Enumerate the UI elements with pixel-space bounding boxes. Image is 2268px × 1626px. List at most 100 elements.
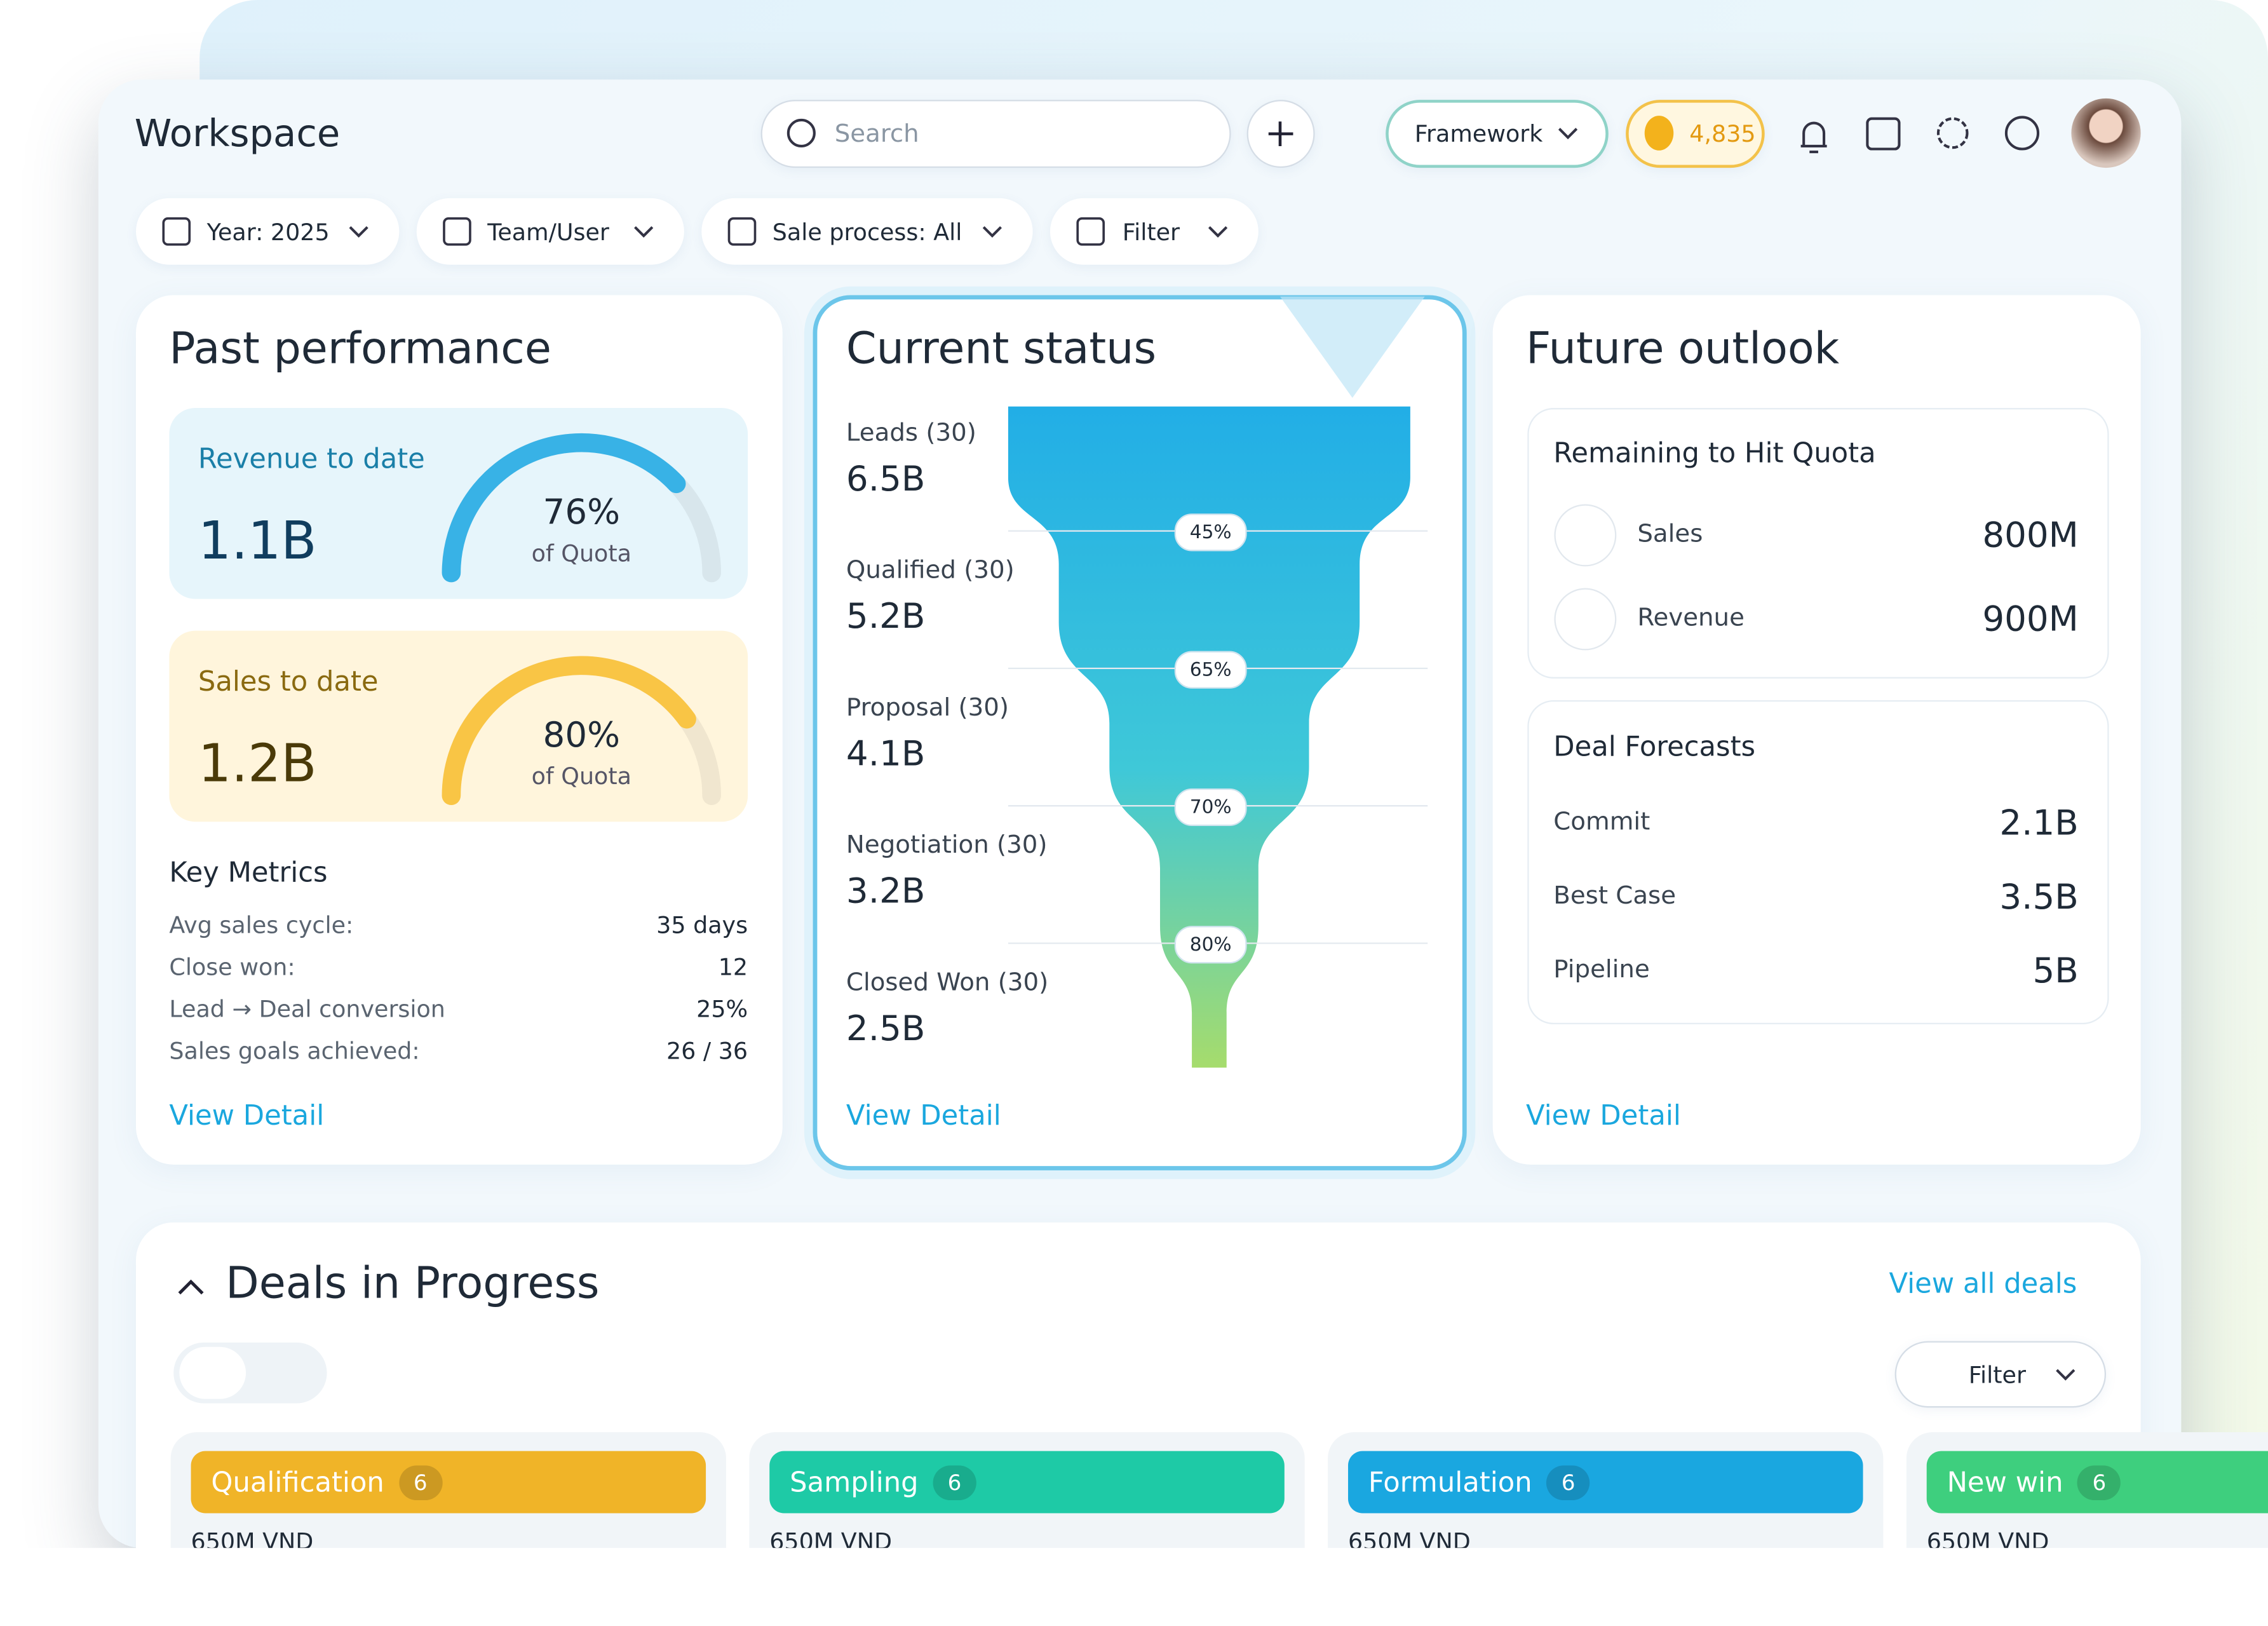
forecast-value: 5B bbox=[2032, 950, 2079, 991]
gauge-label: 76% bbox=[543, 492, 621, 532]
section-title: Deals in Progress bbox=[226, 1258, 600, 1310]
column-count: 6 bbox=[398, 1465, 442, 1500]
help-icon bbox=[2004, 116, 2040, 151]
view-detail-link[interactable]: View Detail bbox=[1526, 1100, 1681, 1132]
quota-value: 800M bbox=[1982, 515, 2079, 556]
metric-label: Sales to date bbox=[198, 666, 379, 698]
filter-label: Filter bbox=[1968, 1360, 2026, 1388]
row-icon bbox=[1554, 504, 1617, 567]
stage-label: Leads (30) bbox=[846, 419, 976, 448]
gauge-caption: of Quota bbox=[531, 762, 631, 790]
quota-name: Revenue bbox=[1637, 604, 1745, 633]
stage-label: Negotiation (30) bbox=[846, 831, 1048, 860]
conversion-badge: 70% bbox=[1174, 788, 1247, 827]
stage-label: Qualified (30) bbox=[846, 556, 1015, 585]
stage-amount: 2.5B bbox=[846, 1008, 926, 1049]
quota-name: Sales bbox=[1637, 520, 1703, 550]
column-header[interactable]: Formulation 6 bbox=[1347, 1451, 1863, 1514]
section-title: Remaining to Hit Quota bbox=[1553, 437, 1876, 470]
chevron bbox=[2056, 1369, 2076, 1381]
metric-value: 25% bbox=[696, 995, 748, 1023]
stage-label: Closed Won (30) bbox=[846, 968, 1049, 998]
bell-icon bbox=[1800, 121, 1827, 154]
panel-bottom-mask bbox=[0, 1548, 2268, 1626]
column-name: Formulation bbox=[1368, 1466, 1532, 1498]
plus-icon bbox=[1268, 121, 1293, 146]
column-name: Qualification bbox=[211, 1466, 384, 1498]
gauge-caption: of Quota bbox=[531, 539, 631, 567]
metric-name: Avg sales cycle: bbox=[169, 911, 354, 939]
framework-label: Framework bbox=[1414, 119, 1543, 148]
column-header[interactable]: Qualification 6 bbox=[191, 1451, 706, 1514]
view-all-link[interactable]: View all deals bbox=[1889, 1268, 2077, 1300]
gauge-label: 80% bbox=[543, 714, 621, 755]
stage-amount: 5.2B bbox=[846, 596, 926, 637]
stage-label: Proposal (30) bbox=[846, 693, 1009, 723]
gauge-track bbox=[442, 433, 721, 583]
page-title: Workspace bbox=[134, 112, 341, 156]
metric-label: Revenue to date bbox=[198, 443, 425, 475]
column-name: Sampling bbox=[790, 1466, 919, 1498]
metric-value: 26 / 36 bbox=[666, 1037, 748, 1065]
funnel-shape bbox=[1008, 406, 1410, 1068]
filter-icon bbox=[727, 217, 757, 246]
row-icon bbox=[1554, 588, 1617, 651]
section-title: Key Metrics bbox=[169, 857, 328, 890]
metric-value: 35 days bbox=[656, 911, 748, 939]
forecast-name: Commit bbox=[1553, 808, 1650, 837]
filter-icon bbox=[162, 217, 191, 246]
metric-name: Sales goals achieved: bbox=[169, 1037, 420, 1065]
chevron bbox=[982, 226, 1002, 238]
chevron bbox=[1208, 226, 1228, 238]
forecast-value: 2.1B bbox=[1999, 803, 2079, 844]
column-count: 6 bbox=[933, 1465, 976, 1500]
conversion-badge: 65% bbox=[1174, 651, 1247, 689]
coins-value: 4,835 bbox=[1689, 119, 1756, 148]
search-icon bbox=[786, 118, 816, 148]
forecast-name: Best Case bbox=[1553, 881, 1677, 911]
view-detail-link[interactable]: View Detail bbox=[846, 1100, 1001, 1132]
filter-label: Year: 2025 bbox=[206, 217, 330, 245]
stage-amount: 6.5B bbox=[846, 458, 926, 499]
conversion-badge: 80% bbox=[1174, 926, 1247, 964]
metric-amount: 1.2B bbox=[198, 735, 317, 794]
column-header[interactable]: Sampling 6 bbox=[769, 1451, 1285, 1514]
metric-name: Lead → Deal conversion bbox=[169, 995, 445, 1023]
section-title: Deal Forecasts bbox=[1553, 731, 1756, 764]
calendar-icon bbox=[1866, 117, 1901, 151]
filter-label: Team/User bbox=[487, 217, 609, 245]
chevron bbox=[634, 226, 654, 238]
chevron bbox=[1558, 128, 1578, 140]
card-title: Past performance bbox=[169, 324, 551, 375]
view-detail-link[interactable]: View Detail bbox=[169, 1100, 325, 1132]
search-box[interactable]: Search bbox=[760, 100, 1231, 168]
forecast-value: 3.5B bbox=[1999, 876, 2079, 918]
collapse-icon bbox=[178, 1279, 204, 1295]
quota-value: 900M bbox=[1982, 599, 2079, 640]
filter-label: Sale process: All bbox=[772, 217, 962, 245]
metric-name: Close won: bbox=[169, 953, 295, 981]
column-count: 6 bbox=[2077, 1465, 2121, 1500]
search-placeholder: Search bbox=[834, 119, 919, 149]
filter-label: Filter bbox=[1122, 217, 1180, 245]
sparkle-decoration bbox=[1279, 296, 1425, 398]
board-view-button[interactable] bbox=[179, 1346, 246, 1399]
avatar[interactable] bbox=[2071, 98, 2141, 168]
column-count: 6 bbox=[1546, 1465, 1590, 1500]
settings-icon bbox=[1936, 117, 1969, 149]
filter-dropdown[interactable]: Sale process: All bbox=[701, 198, 1033, 265]
coin-icon bbox=[1644, 116, 1674, 151]
gauge-value bbox=[442, 656, 696, 806]
filter-icon bbox=[443, 217, 471, 246]
card-title: Future outlook bbox=[1526, 324, 1840, 375]
stage-amount: 4.1B bbox=[846, 733, 926, 775]
column-header[interactable]: New win 6 bbox=[1926, 1451, 2268, 1514]
chevron bbox=[349, 226, 368, 238]
column-name: New win bbox=[1947, 1466, 2063, 1498]
forecast-name: Pipeline bbox=[1553, 955, 1650, 985]
filter-icon bbox=[1076, 217, 1105, 246]
gauge-value bbox=[442, 433, 686, 583]
